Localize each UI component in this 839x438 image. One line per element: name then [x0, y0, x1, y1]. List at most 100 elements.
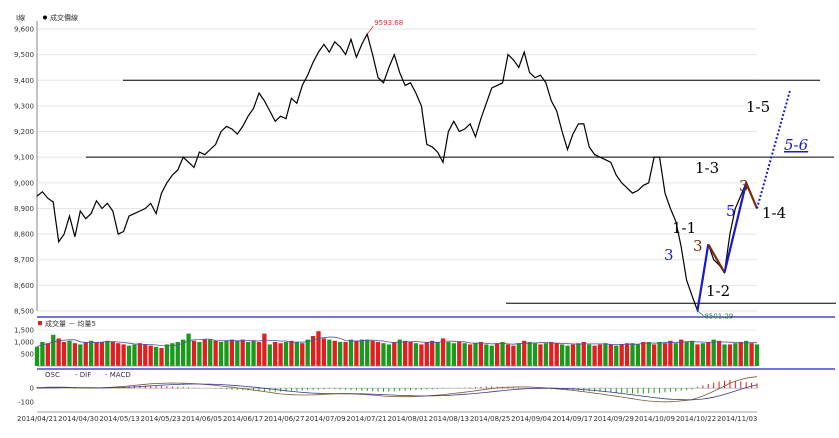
- volume-bar: [695, 344, 700, 366]
- price-tick-label: 9,600: [14, 26, 34, 34]
- volume-bar: [668, 340, 673, 366]
- volume-bar: [110, 342, 115, 366]
- volume-bar: [646, 342, 651, 366]
- volume-bar: [202, 339, 207, 366]
- volume-tick-label: 500: [21, 351, 34, 359]
- volume-bar: [175, 342, 180, 366]
- wave-down-line: [745, 182, 759, 209]
- volume-bar: [88, 340, 94, 366]
- x-tick-label: 2014/08/25: [470, 415, 510, 423]
- volume-bar: [348, 339, 354, 366]
- volume-bar: [484, 344, 489, 366]
- support-resistance-lines: [86, 79, 836, 304]
- volume-bar: [370, 340, 375, 366]
- volume-bar: [624, 343, 630, 366]
- price-tick-label: 8,700: [14, 256, 34, 264]
- volume-bar: [673, 343, 678, 366]
- volume-bar: [451, 343, 456, 366]
- volume-bar: [132, 344, 137, 366]
- volume-bar: [105, 340, 110, 366]
- x-tick-label: 2014/09/29: [593, 415, 633, 423]
- wave-annotation: 1-4: [762, 204, 786, 222]
- volume-bar: [316, 331, 321, 366]
- volume-bar: [505, 344, 511, 366]
- volume-bar: [559, 344, 565, 366]
- volume-bar: [592, 345, 597, 366]
- high-label: 9593.68: [374, 19, 403, 27]
- wave-annotations: 1-55-61-335 1-41-13 31-2: [664, 98, 809, 300]
- volume-bar: [240, 339, 245, 366]
- price-line: [36, 32, 758, 314]
- volume-tick-label: 1,000: [14, 339, 34, 347]
- price-tick-label: 8,800: [14, 231, 34, 239]
- wave-overlay-lines: [696, 90, 791, 311]
- volume-bar: [78, 344, 83, 366]
- volume-legend-label: 成交量 － 均量5: [45, 319, 96, 328]
- volume-bar: [164, 344, 170, 366]
- x-tick-label: 2014/10/22: [676, 415, 716, 423]
- wave-up-line: [696, 244, 710, 311]
- macd-legend-label: - DIF: [75, 371, 91, 379]
- low-label: 8501.29: [704, 313, 733, 321]
- volume-bar: [511, 345, 516, 366]
- volume-bar: [365, 339, 370, 366]
- volume-bar: [375, 342, 381, 366]
- x-tick-label: 2014/07/09: [305, 415, 345, 423]
- volume-bar: [354, 340, 359, 366]
- volume-bar: [256, 342, 262, 366]
- volume-bar: [283, 342, 289, 366]
- x-tick-label: 2014/09/17: [552, 415, 592, 423]
- volume-bar: [716, 340, 722, 366]
- volume-bar: [218, 342, 224, 366]
- volume-bar: [527, 342, 532, 366]
- volume-bar: [635, 344, 641, 366]
- volume-bar: [532, 343, 538, 366]
- macd-legend-label: - MACD: [105, 371, 131, 379]
- x-tick-label: 2014/08/01: [388, 415, 428, 423]
- volume-bar: [229, 339, 235, 366]
- volume-bar: [619, 344, 624, 366]
- volume-bar: [543, 343, 549, 366]
- volume-bar: [45, 343, 50, 366]
- volume-bar: [300, 343, 305, 366]
- x-tick-label: 2014/10/09: [635, 415, 675, 423]
- volume-bar: [170, 343, 175, 366]
- volume-bar: [181, 339, 186, 366]
- volume-bar: [711, 339, 716, 366]
- volume-bar: [116, 343, 121, 366]
- price-tick-label: 9,300: [14, 102, 34, 110]
- volume-bar: [137, 343, 143, 366]
- wave-annotation: 3: [693, 237, 703, 255]
- volume-tick-label: 1,500: [14, 327, 34, 335]
- volume-bar: [61, 342, 67, 366]
- volume-bar: [754, 344, 760, 366]
- volume-bar: [381, 343, 386, 366]
- wave-up-line: [723, 182, 748, 273]
- volume-bar: [72, 343, 78, 366]
- volume-bar: [522, 340, 527, 366]
- volume-bar: [67, 340, 72, 366]
- volume-bar: [630, 343, 635, 366]
- volume-bar: [576, 343, 581, 366]
- volume-bar: [40, 342, 45, 366]
- volume-bar: [435, 342, 440, 366]
- volume-bar: [581, 342, 586, 366]
- low-pointer: [697, 310, 704, 316]
- volume-bar: [94, 342, 99, 366]
- volume-bar: [473, 343, 478, 366]
- x-tick-label: 2014/11/03: [717, 415, 757, 423]
- price-tick-label: 9,500: [14, 51, 34, 59]
- x-tick-label: 2014/04/21: [17, 415, 57, 423]
- volume-bar: [462, 343, 467, 366]
- macd-panel: 0 -100: [18, 376, 758, 406]
- volume-bar: [424, 342, 429, 366]
- price-tick-label: 9,100: [14, 154, 34, 162]
- volume-bar: [749, 343, 754, 366]
- volume-legend-marker: [38, 321, 42, 325]
- volume-bar: [332, 340, 337, 366]
- volume-bar: [224, 340, 229, 366]
- x-tick-label: 2014/06/27: [264, 415, 304, 423]
- date-x-axis: 2014/04/21 2014/04/30 2014/05/13 2014/05/23…: [17, 411, 757, 423]
- volume-bar: [251, 340, 256, 366]
